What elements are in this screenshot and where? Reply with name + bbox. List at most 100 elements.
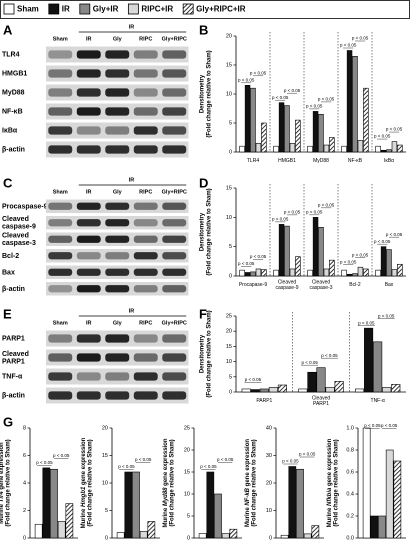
y-tick-label: 0: [229, 389, 232, 395]
blot-band: [76, 107, 101, 116]
bar: [259, 388, 269, 393]
y-axis-label-part: Murine: [245, 506, 251, 527]
blot-band: [48, 353, 73, 362]
blot-band: [105, 69, 130, 78]
bar: [250, 87, 256, 153]
y-tick-label: 10: [226, 91, 232, 97]
panel-label: C: [3, 175, 13, 190]
blot-band: [133, 268, 158, 276]
bar: [296, 468, 304, 539]
legend-swatch: [182, 3, 194, 15]
bar: [284, 225, 290, 277]
blot-band: [133, 372, 158, 381]
p-value-label: p < 0.05: [374, 134, 391, 139]
bar: [363, 87, 369, 153]
blot-band: [48, 391, 73, 400]
blot-band: [162, 353, 187, 362]
p-value-label: p < 0.05: [217, 457, 234, 462]
bar: [65, 503, 74, 539]
blot-band: [133, 50, 158, 59]
x-tick-label: Cleaved PARP1: [312, 396, 331, 408]
blot-row-label: Bax: [2, 269, 15, 276]
p-value-label: p < 0.05: [318, 203, 335, 208]
y-axis-label: (Fold change relative to Sham): [170, 439, 176, 526]
y-tick-label: 15: [226, 344, 232, 350]
y-tick-label: 15: [226, 185, 232, 191]
y-axis-label-part: Murine: [81, 507, 87, 528]
bar: [312, 111, 319, 153]
blot-column-label: RIPC: [139, 36, 152, 42]
blot-band: [48, 372, 73, 381]
blot-column-label: Gly: [113, 189, 123, 195]
blot-band: [76, 391, 101, 400]
blot-band: [48, 145, 73, 154]
blot-band: [76, 372, 101, 381]
p-value-label: p < 0.05: [245, 377, 262, 382]
blot-row-label: HMGB1: [2, 70, 27, 77]
bar: [391, 141, 398, 153]
blot-band: [76, 126, 101, 135]
p-value-label: p < 0.05: [284, 88, 301, 93]
blot-row-label: β-actin: [2, 146, 25, 153]
bar: [241, 388, 251, 393]
blot-band: [133, 202, 158, 210]
p-value-label: p < 0.05: [374, 239, 391, 244]
bar: [229, 528, 238, 539]
blot-band: [162, 219, 187, 227]
y-tick-label: 0.2: [346, 513, 354, 519]
blot-band: [105, 202, 130, 210]
x-tick-label: Cleaved caspase-3: [309, 280, 332, 292]
blot-band: [76, 285, 101, 293]
blot-band: [105, 145, 130, 154]
bar: [278, 224, 285, 277]
p-value-label: p < 0.05: [352, 252, 369, 257]
p-value-label: p < 0.05: [238, 77, 255, 82]
p-value-label: p < 0.05: [306, 104, 323, 109]
p-value-label: p < 0.05: [135, 457, 152, 462]
y-tick-label: 6: [23, 453, 26, 459]
blot-band: [133, 391, 158, 400]
blot-band: [105, 219, 130, 227]
y-axis-label: (Fold change relative to Sham): [207, 310, 213, 397]
y-axis-label-part: NF-kB: [245, 486, 251, 505]
p-value-label: p < 0.05: [352, 36, 369, 41]
y-axis-label-part: Tlr4: [0, 490, 5, 503]
x-tick-label: IκBα: [384, 158, 394, 164]
blot-group-label: IR: [129, 177, 135, 183]
blot-column-label: Sham: [53, 36, 68, 42]
bar: [393, 460, 402, 539]
bar: [364, 327, 374, 393]
bar: [334, 381, 344, 393]
x-tick-label: PARP1: [256, 398, 272, 404]
blot-group-label: IR: [129, 24, 135, 30]
blot-band: [105, 252, 130, 260]
blot-band: [76, 69, 101, 78]
bar: [244, 85, 251, 153]
y-tick-label: 25: [226, 313, 232, 319]
y-axis-label: Murine Myd88 gene expression: [163, 438, 169, 527]
blot-band: [133, 235, 158, 243]
blot-band: [76, 145, 101, 154]
y-axis-label-part: gene expression: [81, 437, 87, 485]
bar: [198, 533, 207, 539]
blot-row-label: NF-κB: [2, 108, 23, 115]
bar: [255, 268, 262, 277]
y-tick-label: 5: [105, 508, 108, 514]
p-value-label: p < 0.05: [340, 259, 357, 264]
panel-label: D: [199, 175, 208, 190]
bar: [278, 102, 285, 153]
blot-band: [105, 391, 130, 400]
bar: [362, 427, 371, 539]
p-value-label: p < 0.05: [284, 210, 301, 215]
p-value-label: p < 0.05: [340, 43, 357, 48]
p-value-label: p < 0.05: [386, 127, 403, 132]
bar: [284, 105, 290, 153]
y-tick-label: 30: [266, 453, 272, 459]
bar: [323, 144, 330, 153]
bar: [380, 149, 387, 153]
p-value-label: p < 0.05: [53, 453, 70, 458]
panel-label: B: [199, 22, 208, 37]
bar: [307, 371, 317, 393]
y-tick-label: 25: [184, 425, 190, 431]
bar: [397, 263, 403, 277]
